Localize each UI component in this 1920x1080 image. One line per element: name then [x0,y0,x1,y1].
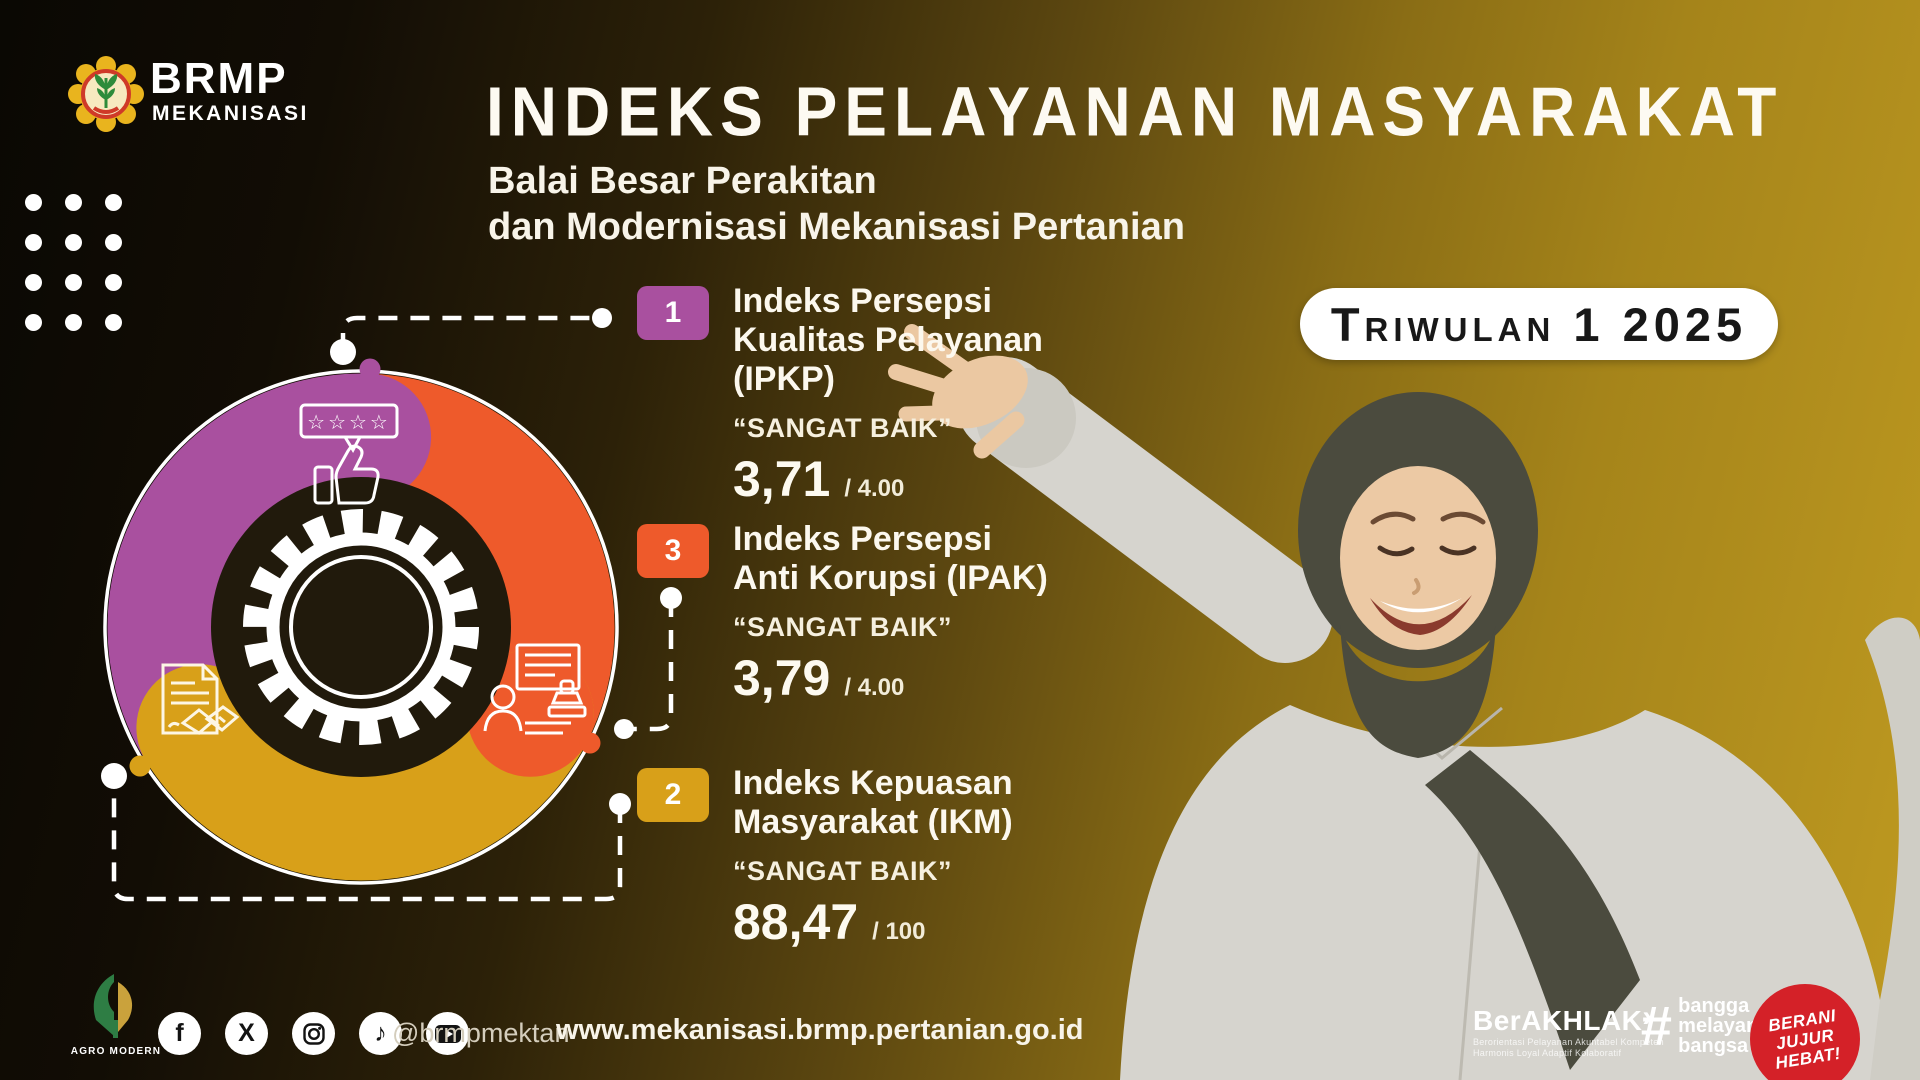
indicator-rating: “SANGAT BAIK” [733,413,952,443]
indicator-title-line1: Indeks Persepsi [733,282,992,320]
service-index-donut: ☆☆☆☆ [103,369,619,885]
indicator-rating: “SANGAT BAIK” [733,612,952,642]
hashtag-line-3: bangsa [1678,1035,1749,1057]
indicator-title-line2: Kualitas Pelayanan (IPKP) [733,321,1043,398]
indicator-ikm: 2 Indeks Kepuasan Masyarakat (IKM) “SANG… [600,764,1060,951]
facebook-glyph: f [175,1019,184,1047]
agro-modern-icon [93,974,133,1038]
connector-1 [340,315,594,352]
indicator-value-row: 3,71 / 4.00 [733,450,1060,508]
presenter-illustration [888,324,1920,1080]
indicator-title-line1: Indeks Persepsi [733,520,992,558]
indicator-title: Indeks Kepuasan Masyarakat (IKM) [733,764,1060,842]
presenter-hand [888,324,1028,459]
period-badge: Triwulan 1 2025 [1300,288,1778,360]
facebook-icon[interactable]: f [158,1012,201,1055]
indicator-scale: / 4.00 [844,475,905,502]
indicator-value: 88,47 [733,894,859,950]
indicator-title-line2: Masyarakat (IKM) [733,803,1013,841]
bangga-melayani-bangsa-logo: # bangga melayani bangsa [1640,996,1764,1056]
website-url[interactable]: www.mekanisasi.brmp.pertanian.go.id [556,1014,1084,1046]
face-features [1370,511,1486,595]
subtitle-line-1: Balai Besar Perakitan [488,160,877,202]
page-title: INDEKS PELAYANAN MASYARAKAT [486,73,1784,151]
presenter-head [1298,392,1640,1070]
indicator-value-row: 88,47 / 100 [733,893,1060,951]
indicator-title-line2: Anti Korupsi (IPAK) [733,559,1048,597]
social-icons-row: f X ♪ [158,1012,469,1055]
berani-jujur-hebat-badge: BERANI JUJUR HEBAT! [1750,984,1860,1080]
instagram-glyph [302,1022,325,1045]
x-glyph: X [238,1019,255,1047]
page-subtitle: Balai Besar Perakitan dan Modernisasi Me… [488,158,1185,250]
youtube-icon[interactable] [426,1012,469,1055]
smile-teeth [1380,598,1462,613]
indicator-scale: / 100 [872,918,926,945]
social-handle: @brmpmektan [392,1018,570,1048]
berakhlak-tagline-1: Berorientasi Pelayanan Akuntabel Kompete… [1473,1037,1664,1047]
smile [1370,595,1472,635]
berakhlak-logo: BerAKHLAK› Berorientasi Pelayanan Akunta… [1473,1000,1664,1059]
berakhlak-title: BerAKHLAK [1473,1005,1643,1036]
rating-stars-thumb-icon: ☆☆☆☆ [299,403,399,505]
brand-subtitle: MEKANISASI [152,102,309,125]
instagram-icon[interactable] [292,1012,335,1055]
tiktok-icon[interactable]: ♪ [359,1012,402,1055]
berakhlak-tagline-2: Harmonis Loyal Adaptif Kolaboratif [1473,1048,1622,1058]
youtube-glyph [434,1024,461,1043]
rating-stars: ☆☆☆☆ [307,410,391,434]
indicator-scale: / 4.00 [844,674,905,701]
hashtag-line-1: bangga [1678,995,1750,1017]
indicator-value: 3,71 [733,451,831,507]
indicator-rating: “SANGAT BAIK” [733,856,952,886]
indicator-title-line1: Indeks Kepuasan [733,764,1013,802]
indicator-value-row: 3,79 / 4.00 [733,649,1060,707]
agro-modern-label: AGRO MODERN [70,1046,162,1057]
indicator-number-badge: 3 [637,524,709,578]
subtitle-line-2: dan Modernisasi Mekanisasi Pertanian [488,206,1185,248]
tiktok-glyph: ♪ [374,1019,387,1047]
indicator-number-badge: 2 [637,768,709,822]
service-approval-icon [483,643,587,735]
hashtag-icon: # [1640,994,1672,1057]
period-badge-label: Triwulan 1 2025 [1330,297,1748,351]
x-twitter-icon[interactable]: X [225,1012,268,1055]
indicator-value: 3,79 [733,650,831,706]
indicator-number-badge: 1 [637,286,709,340]
agro-modern-logo: AGRO MODERN [58,972,174,1057]
indicator-ipkp: 1 Indeks Persepsi Kualitas Pelayanan (IP… [600,282,1060,508]
decorative-dot-grid [13,182,133,342]
gear-icon [243,509,479,745]
brand-name: BRMP [150,54,288,103]
indicator-ipak: 3 Indeks Persepsi Anti Korupsi (IPAK) “S… [600,520,1060,707]
brmp-logo-icon [68,56,144,132]
indicator-title: Indeks Persepsi Kualitas Pelayanan (IPKP… [733,282,1060,399]
berakhlak-chevron-icon: › [1642,1000,1653,1033]
agreement-handshake-icon [161,663,240,735]
indicator-title: Indeks Persepsi Anti Korupsi (IPAK) [733,520,1060,598]
hashtag-line-2: melayani [1678,1015,1764,1037]
